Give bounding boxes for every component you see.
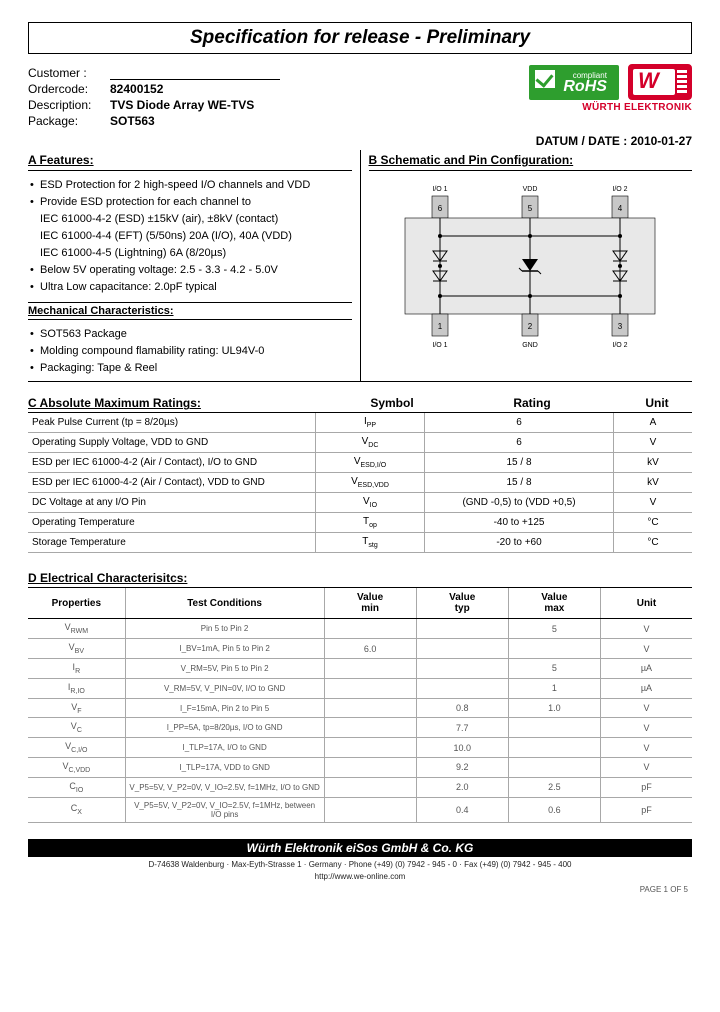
package-value: SOT563 <box>110 114 260 128</box>
company-name: WÜRTH ELEKTRONIK <box>529 102 692 113</box>
svg-text:5: 5 <box>528 204 533 213</box>
page-title: Specification for release - Preliminary <box>28 22 692 54</box>
check-icon <box>535 70 555 88</box>
table-row: CXV_P5=5V, V_P2=0V, V_IO=2.5V, f=1MHz, b… <box>28 797 692 822</box>
column-header: Valuetyp <box>416 588 508 619</box>
ratings-table: Peak Pulse Current (tp = 8/20µs)IPP6AOpe… <box>28 413 692 553</box>
mech-header: Mechanical Characteristics: <box>28 302 352 320</box>
table-row: ESD per IEC 61000-4-2 (Air / Contact), I… <box>28 453 692 473</box>
feature-bullet: •ESD Protection for 2 high-speed I/O cha… <box>30 177 352 194</box>
schematic-diagram: I/O 1 VDD I/O 2 6 5 4 <box>390 181 670 351</box>
table-row: VBVI_BV=1mA, Pin 5 to Pin 26.0V <box>28 639 692 659</box>
footer: Würth Elektronik eiSos GmbH & Co. KG D-7… <box>28 839 692 881</box>
column-header: Test Conditions <box>125 588 324 619</box>
electrical-table: PropertiesTest ConditionsValueminValuety… <box>28 588 692 822</box>
table-row: CIOV_P5=5V, V_P2=0V, V_IO=2.5V, f=1MHz, … <box>28 777 692 797</box>
mech-list: •SOT563 Package•Molding compound flamabi… <box>28 320 352 381</box>
table-row: ESD per IEC 61000-4-2 (Air / Contact), V… <box>28 473 692 493</box>
table-row: Storage TemperatureTstg-20 to +60°C <box>28 533 692 553</box>
date-line: DATUM / DATE : 2010-01-27 <box>28 134 692 148</box>
description-label: Description: <box>28 98 110 112</box>
mech-bullet: •Packaging: Tape & Reel <box>30 360 352 377</box>
column-header: Valuemax <box>508 588 600 619</box>
mech-bullet: •SOT563 Package <box>30 326 352 343</box>
column-header: Unit <box>600 588 692 619</box>
ordercode-label: Ordercode: <box>28 82 110 96</box>
column-header: Valuemin <box>324 588 416 619</box>
svg-text:I/O 1: I/O 1 <box>433 186 448 193</box>
section-b-header: B Schematic and Pin Configuration: <box>369 150 693 171</box>
svg-text:GND: GND <box>522 342 538 349</box>
table-row: DC Voltage at any I/O PinVIO(GND -0,5) t… <box>28 493 692 513</box>
svg-text:I/O 1: I/O 1 <box>433 342 448 349</box>
svg-text:VDD: VDD <box>523 186 538 193</box>
footer-address: D-74638 Waldenburg · Max-Eyth-Strasse 1 … <box>28 860 692 869</box>
package-label: Package: <box>28 114 110 128</box>
rohs-badge: compliant RoHS <box>529 65 619 100</box>
table-row: IR,IOV_RM=5V, V_PIN=0V, I/O to GND1µA <box>28 678 692 698</box>
table-row: VC,VDDI_TLP=17A, VDD to GND9.2V <box>28 758 692 778</box>
table-row: Operating TemperatureTop-40 to +125°C <box>28 513 692 533</box>
svg-text:4: 4 <box>618 204 623 213</box>
description-value: TVS Diode Array WE-TVS <box>110 98 260 112</box>
footer-company: Würth Elektronik eiSos GmbH & Co. KG <box>28 839 692 857</box>
svg-text:6: 6 <box>438 204 443 213</box>
ordercode-value: 82400152 <box>110 82 260 96</box>
feature-bullet: •Below 5V operating voltage: 2.5 - 3.3 -… <box>30 262 352 279</box>
table-row: Peak Pulse Current (tp = 8/20µs)IPP6A <box>28 413 692 433</box>
table-row: Operating Supply Voltage, VDD to GNDVDC6… <box>28 433 692 453</box>
table-row: VC,I/OI_TLP=17A, I/O to GND10.0V <box>28 738 692 758</box>
table-row: VCI_PP=5A, tp=8/20µs, I/O to GND7.7V <box>28 718 692 738</box>
section-d-header: D Electrical Characterisitcs: <box>28 567 692 588</box>
svg-text:1: 1 <box>438 322 443 331</box>
page-number: PAGE 1 OF 5 <box>28 885 692 894</box>
column-header: Properties <box>28 588 125 619</box>
customer-value <box>110 66 280 80</box>
svg-text:2: 2 <box>528 322 533 331</box>
feature-bullet: •Provide ESD protection for each channel… <box>30 194 352 262</box>
table-row: VRWMPin 5 to Pin 25V <box>28 619 692 639</box>
table-row: IRV_RM=5V, Pin 5 to Pin 25µA <box>28 659 692 679</box>
svg-text:I/O 2: I/O 2 <box>613 342 628 349</box>
section-a-header: A Features: <box>28 150 352 171</box>
customer-label: Customer : <box>28 66 110 80</box>
svg-text:I/O 2: I/O 2 <box>613 186 628 193</box>
section-c-header: C Absolute Maximum Ratings: Symbol Ratin… <box>28 392 692 413</box>
mech-bullet: •Molding compound flamability rating: UL… <box>30 343 352 360</box>
wurth-logo: W <box>628 64 692 100</box>
footer-url: http://www.we-online.com <box>28 872 692 881</box>
feature-bullet: •Ultra Low capacitance: 2.0pF typical <box>30 279 352 296</box>
table-row: VFI_F=15mA, Pin 2 to Pin 50.81.0V <box>28 698 692 718</box>
features-list: •ESD Protection for 2 high-speed I/O cha… <box>28 171 352 300</box>
header: Customer : Ordercode: 82400152 Descripti… <box>28 64 692 130</box>
svg-text:3: 3 <box>618 322 623 331</box>
